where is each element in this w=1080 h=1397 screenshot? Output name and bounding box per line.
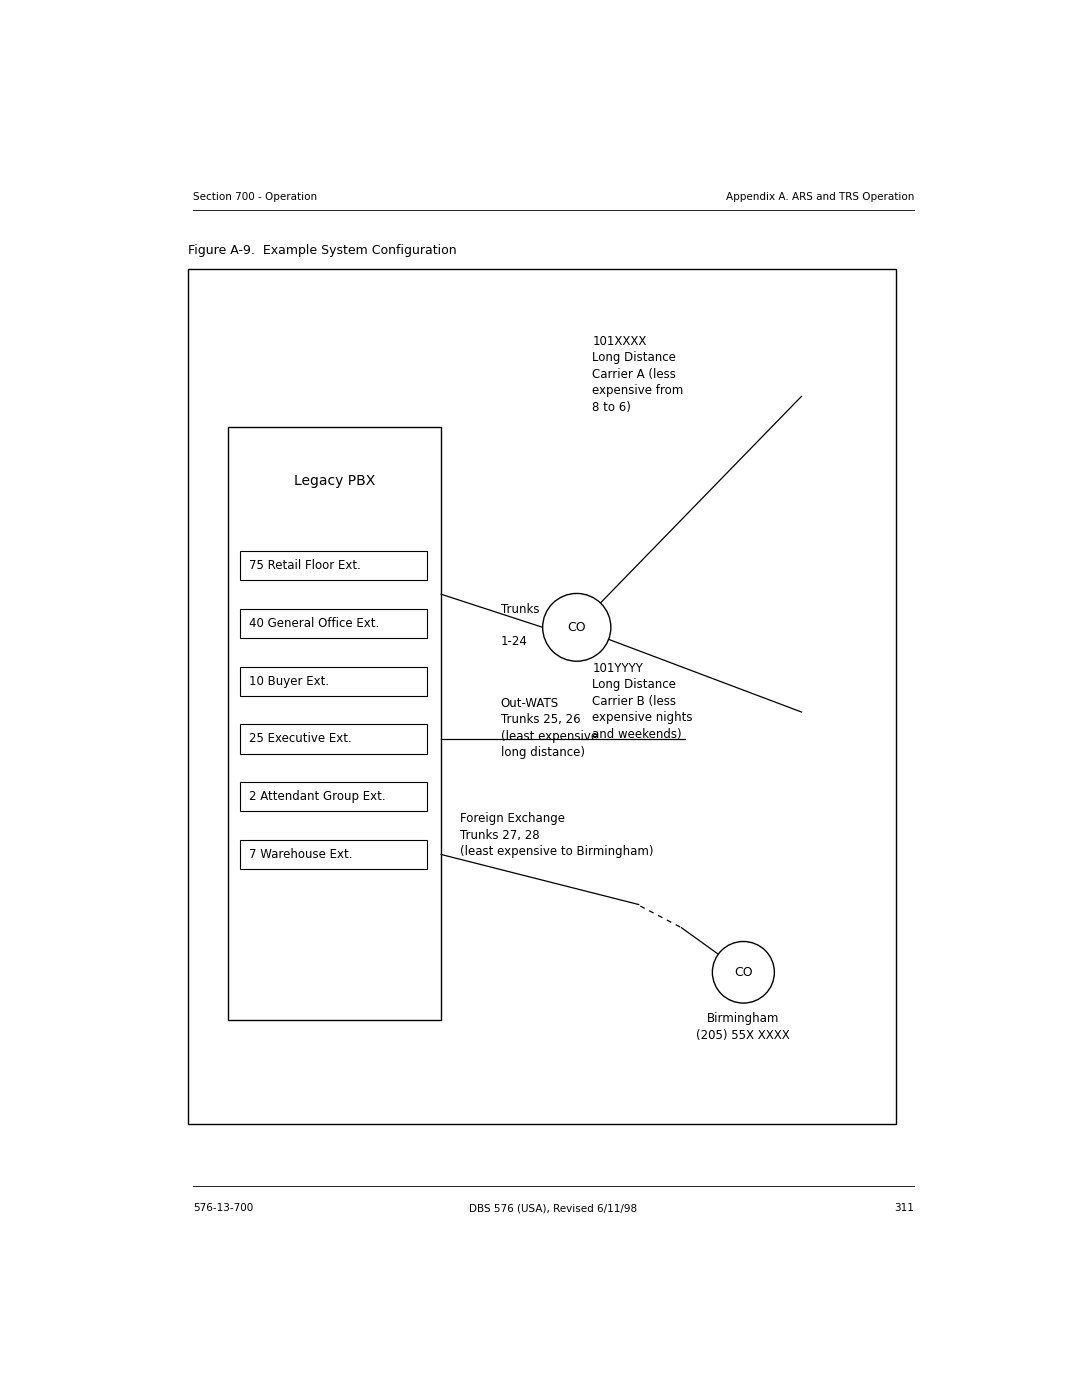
Text: 40 General Office Ext.: 40 General Office Ext.	[248, 617, 379, 630]
FancyBboxPatch shape	[240, 550, 428, 580]
Text: Foreign Exchange
Trunks 27, 28
(least expensive to Birmingham): Foreign Exchange Trunks 27, 28 (least ex…	[460, 812, 654, 858]
Circle shape	[542, 594, 611, 661]
Text: 1-24: 1-24	[501, 636, 528, 648]
Text: 2 Attendant Group Ext.: 2 Attendant Group Ext.	[248, 791, 386, 803]
FancyBboxPatch shape	[240, 725, 428, 753]
FancyBboxPatch shape	[240, 666, 428, 696]
Text: 576-13-700: 576-13-700	[193, 1203, 254, 1213]
Text: Figure A-9.  Example System Configuration: Figure A-9. Example System Configuration	[188, 244, 457, 257]
Text: CO: CO	[567, 620, 586, 634]
Text: 10 Buyer Ext.: 10 Buyer Ext.	[248, 675, 329, 687]
Circle shape	[713, 942, 774, 1003]
Text: CO: CO	[734, 965, 753, 979]
FancyBboxPatch shape	[240, 782, 428, 812]
FancyBboxPatch shape	[228, 427, 441, 1020]
Text: Section 700 - Operation: Section 700 - Operation	[193, 193, 318, 203]
Text: Trunks: Trunks	[501, 602, 539, 616]
Text: Appendix A. ARS and TRS Operation: Appendix A. ARS and TRS Operation	[726, 193, 914, 203]
Text: 311: 311	[894, 1203, 914, 1213]
Text: Legacy PBX: Legacy PBX	[294, 474, 375, 488]
Text: 75 Retail Floor Ext.: 75 Retail Floor Ext.	[248, 559, 361, 573]
Text: Out-WATS
Trunks 25, 26
(least expensive
long distance): Out-WATS Trunks 25, 26 (least expensive …	[501, 697, 598, 759]
FancyBboxPatch shape	[188, 270, 896, 1125]
Text: DBS 576 (USA), Revised 6/11/98: DBS 576 (USA), Revised 6/11/98	[470, 1203, 637, 1213]
Text: 25 Executive Ext.: 25 Executive Ext.	[248, 732, 352, 746]
FancyBboxPatch shape	[240, 840, 428, 869]
Text: 101XXXX
Long Distance
Carrier A (less
expensive from
8 to 6): 101XXXX Long Distance Carrier A (less ex…	[592, 335, 684, 414]
FancyBboxPatch shape	[240, 609, 428, 638]
Text: Birmingham
(205) 55X XXXX: Birmingham (205) 55X XXXX	[697, 1013, 791, 1042]
Text: 7 Warehouse Ext.: 7 Warehouse Ext.	[248, 848, 352, 861]
Text: 101YYYY
Long Distance
Carrier B (less
expensive nights
and weekends): 101YYYY Long Distance Carrier B (less ex…	[592, 662, 692, 740]
